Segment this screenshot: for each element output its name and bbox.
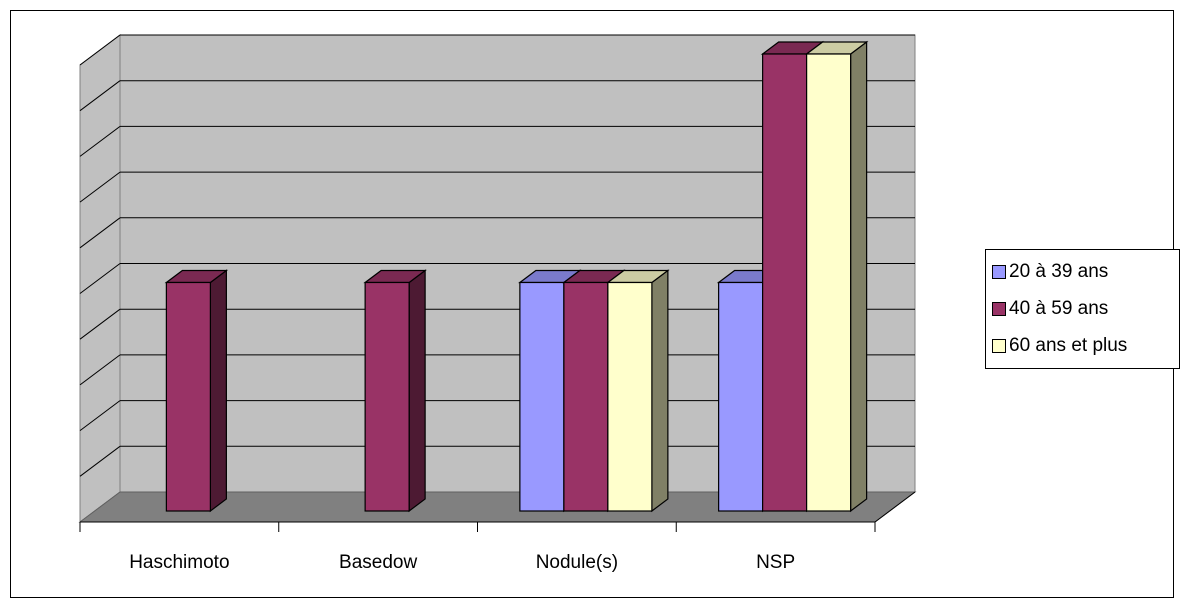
gridline-side bbox=[79, 126, 121, 157]
gridline-side bbox=[79, 263, 121, 294]
bar-side bbox=[850, 40, 868, 513]
category-label: Nodule(s) bbox=[536, 552, 618, 573]
bar-front bbox=[519, 281, 565, 512]
gridline-side bbox=[79, 400, 121, 432]
legend-swatch bbox=[992, 339, 1006, 353]
bar bbox=[804, 40, 869, 513]
bar-front bbox=[607, 281, 653, 512]
bar-front bbox=[806, 53, 852, 512]
gridline-side bbox=[79, 80, 121, 112]
legend-swatch bbox=[992, 265, 1006, 279]
category-label: NSP bbox=[756, 552, 795, 573]
bar-side bbox=[408, 269, 426, 513]
legend-swatch bbox=[992, 302, 1006, 316]
gridline-side bbox=[79, 217, 121, 249]
bar-front bbox=[364, 281, 410, 512]
bar-front bbox=[165, 281, 211, 512]
legend-item: 40 à 59 ans bbox=[992, 297, 1108, 321]
bars bbox=[164, 40, 869, 513]
legend-item: 20 à 39 ans bbox=[992, 260, 1108, 284]
gridline-side bbox=[79, 308, 121, 340]
bar-side bbox=[651, 269, 669, 513]
bar-front bbox=[762, 53, 808, 512]
category-labels: Haschimoto Basedow Nodule(s) NSP bbox=[129, 552, 795, 573]
bar-front bbox=[563, 281, 609, 512]
legend-item: 60 ans et plus bbox=[992, 334, 1127, 358]
bar bbox=[363, 269, 427, 513]
legend: 20 à 39 ans 40 à 59 ans 60 ans et plus bbox=[985, 249, 1180, 369]
gridline-side bbox=[79, 445, 121, 477]
legend-label: 40 à 59 ans bbox=[1009, 298, 1109, 319]
x-axis-edge bbox=[874, 491, 916, 523]
bar-side bbox=[209, 269, 227, 513]
bar bbox=[164, 269, 229, 513]
bar bbox=[606, 269, 670, 513]
category-label: Basedow bbox=[339, 552, 417, 573]
category-label: Haschimoto bbox=[129, 552, 229, 573]
bar-front bbox=[718, 281, 764, 512]
gridline-side bbox=[79, 354, 121, 386]
legend-label: 20 à 39 ans bbox=[1009, 261, 1109, 282]
gridline-side bbox=[79, 34, 121, 66]
legend-label: 60 ans et plus bbox=[1009, 335, 1128, 356]
gridline-side bbox=[79, 171, 121, 203]
x-axis bbox=[79, 491, 916, 532]
